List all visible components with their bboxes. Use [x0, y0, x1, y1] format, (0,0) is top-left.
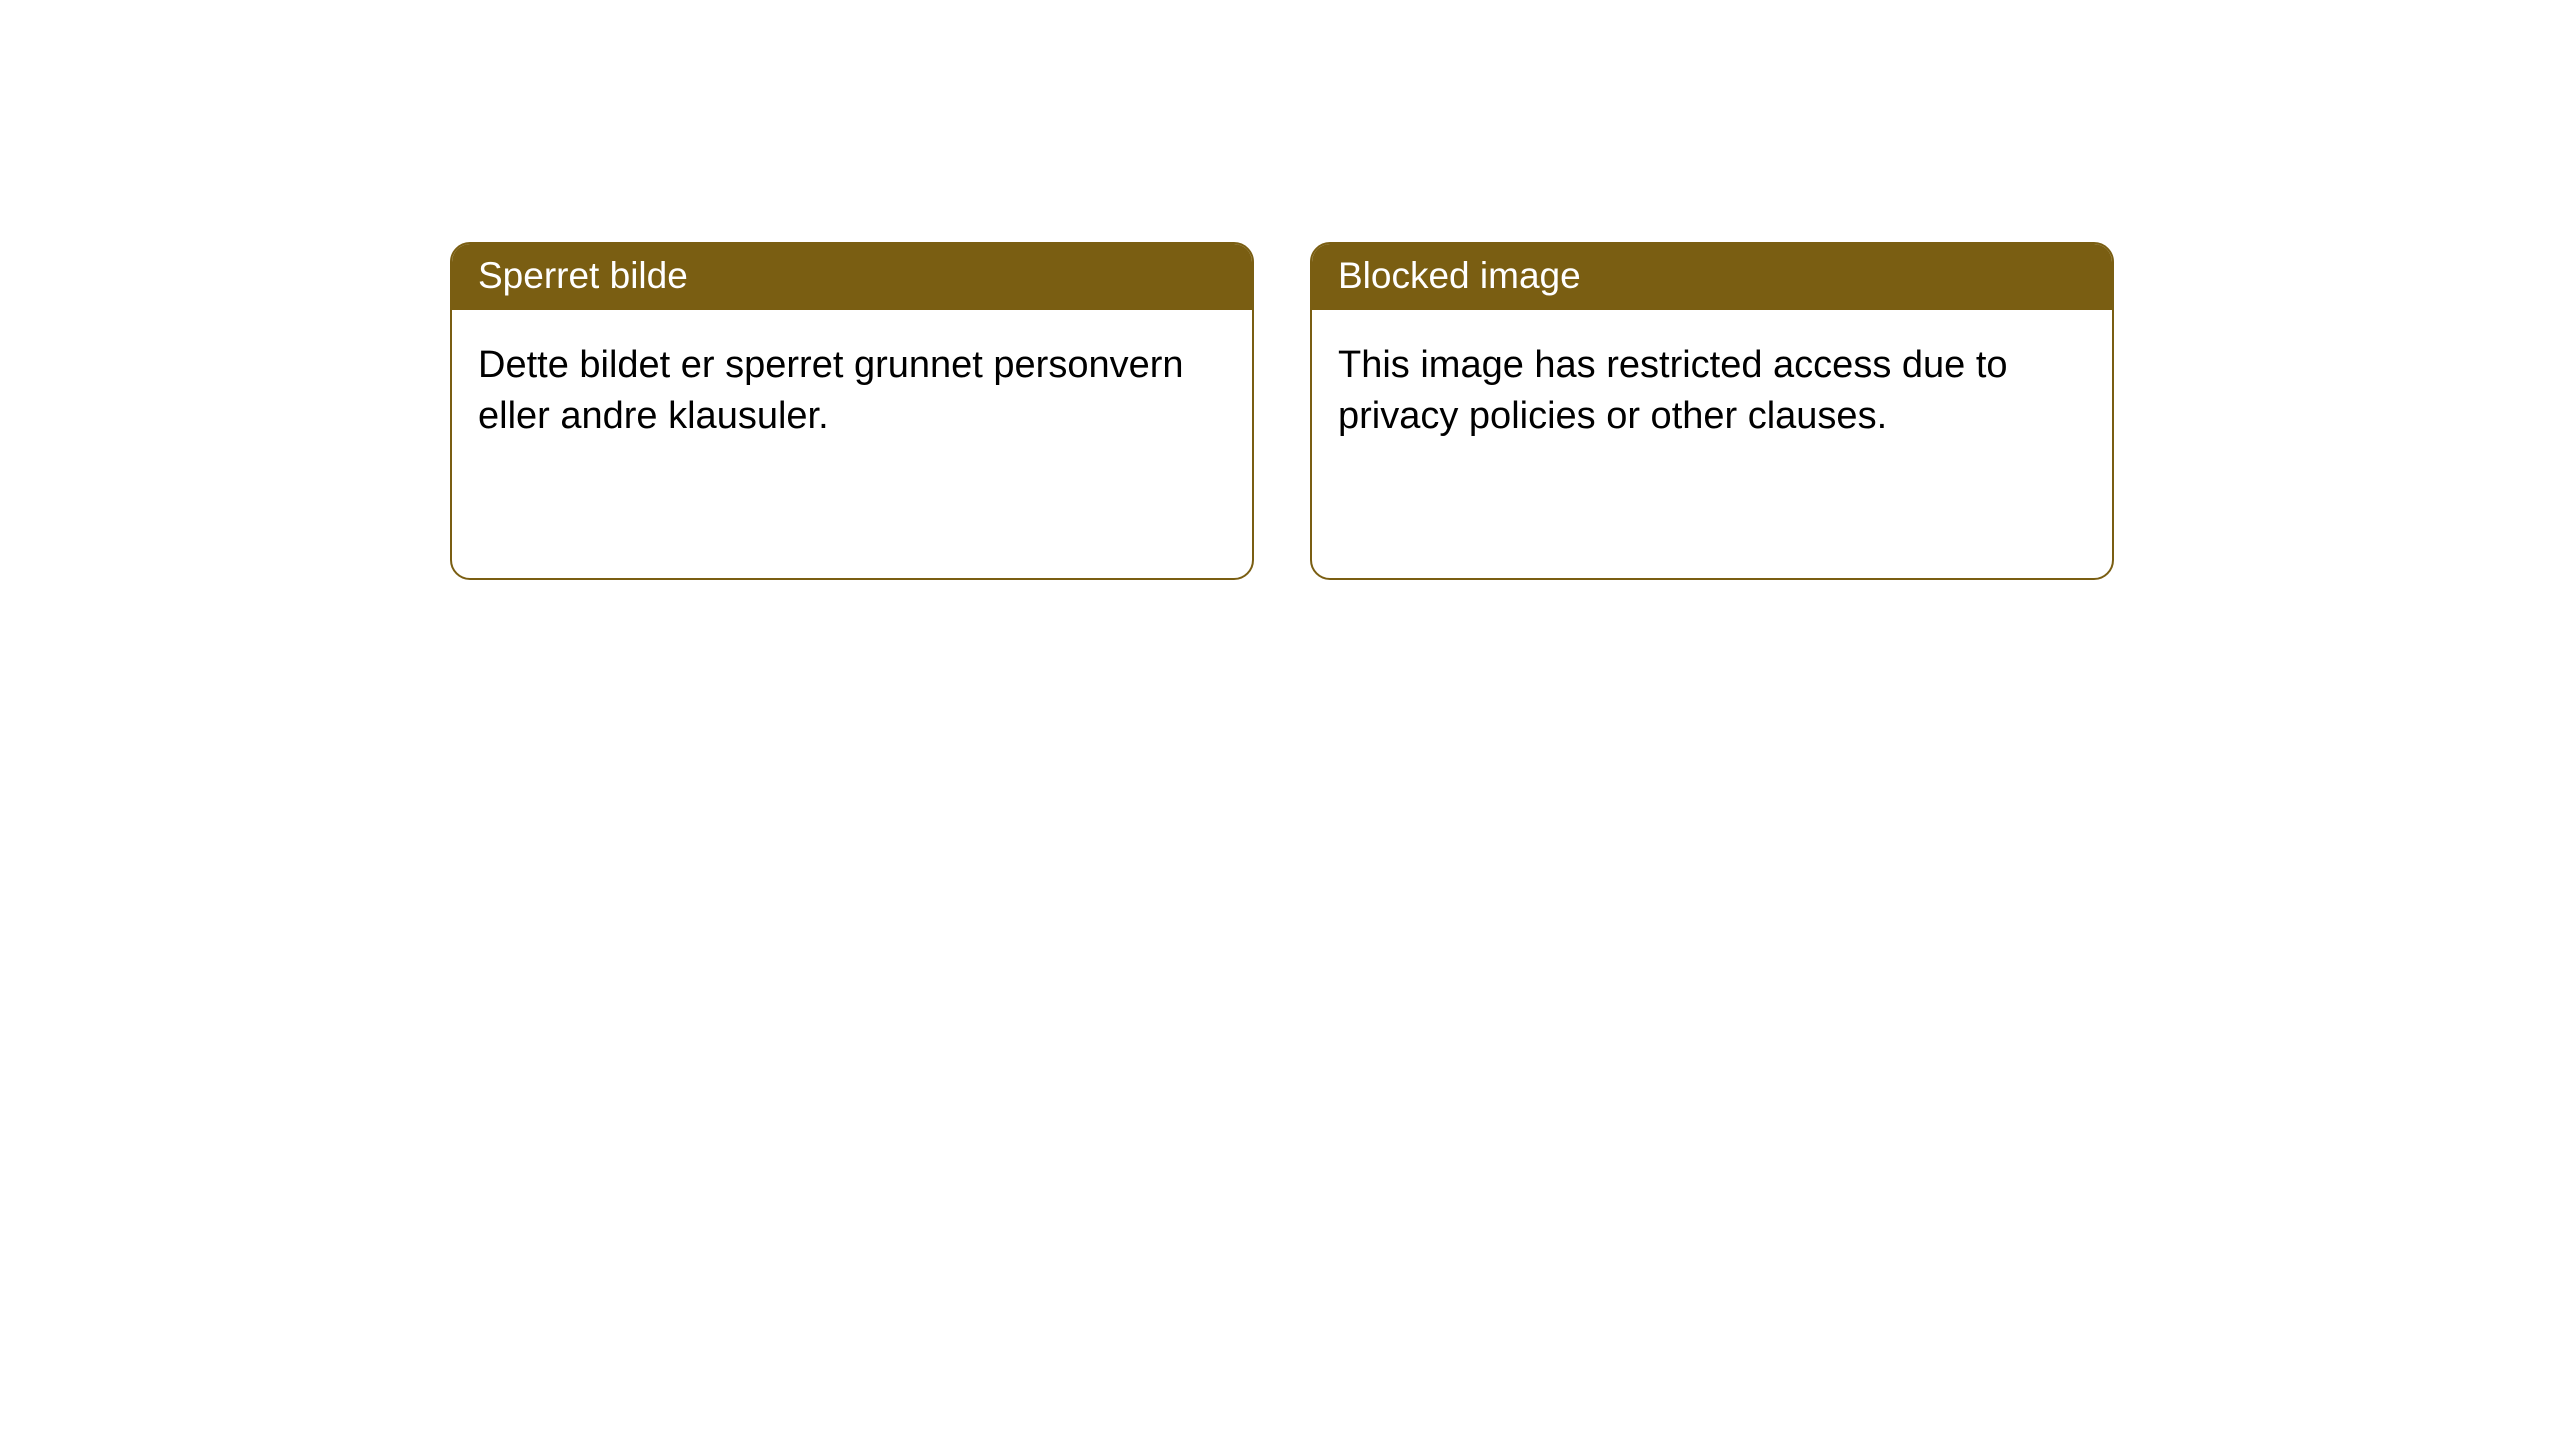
card-title-english: Blocked image — [1338, 255, 1581, 296]
card-body-norwegian: Dette bildet er sperret grunnet personve… — [452, 310, 1252, 473]
card-message-norwegian: Dette bildet er sperret grunnet personve… — [478, 344, 1184, 437]
card-header-english: Blocked image — [1312, 244, 2112, 310]
cards-container: Sperret bilde Dette bildet er sperret gr… — [0, 0, 2560, 580]
blocked-image-card-english: Blocked image This image has restricted … — [1310, 242, 2114, 580]
card-message-english: This image has restricted access due to … — [1338, 344, 2008, 437]
blocked-image-card-norwegian: Sperret bilde Dette bildet er sperret gr… — [450, 242, 1254, 580]
card-title-norwegian: Sperret bilde — [478, 255, 688, 296]
card-body-english: This image has restricted access due to … — [1312, 310, 2112, 473]
card-header-norwegian: Sperret bilde — [452, 244, 1252, 310]
